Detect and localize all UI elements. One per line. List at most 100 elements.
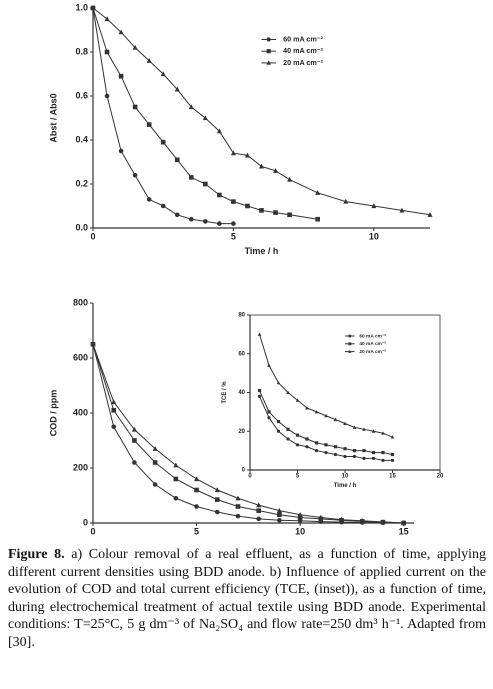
series-line: [92, 344, 404, 524]
marker: [203, 181, 208, 187]
marker: [362, 427, 366, 431]
marker: [214, 487, 220, 493]
marker: [235, 513, 241, 519]
series-line: [92, 7, 431, 216]
marker: [231, 199, 236, 204]
marker: [427, 212, 433, 217]
marker: [188, 216, 194, 222]
y-tick-label: 0.2: [75, 178, 88, 188]
x-tick-label: 10: [295, 526, 305, 536]
x-axis-label: Time / h: [245, 246, 279, 256]
legend-label: 40 mA cm⁻²: [359, 341, 386, 347]
marker: [258, 163, 265, 169]
marker: [352, 449, 357, 453]
y-tick-label: 0.6: [75, 90, 88, 100]
marker: [90, 5, 96, 11]
marker: [273, 168, 279, 173]
marker: [152, 460, 158, 465]
marker: [132, 104, 138, 110]
marker: [104, 93, 110, 99]
marker: [194, 476, 200, 482]
series-line: [259, 396, 393, 461]
marker: [314, 441, 319, 445]
caption-text: a) Colour removal of a real effluent, as…: [8, 547, 487, 650]
marker: [371, 456, 376, 460]
marker: [259, 208, 264, 213]
marker: [245, 203, 250, 209]
marker: [118, 148, 124, 154]
marker: [118, 29, 124, 35]
marker: [118, 73, 124, 79]
marker: [324, 450, 328, 455]
marker: [380, 519, 386, 524]
x-tick-label: 0: [90, 526, 95, 536]
marker: [295, 443, 300, 447]
marker: [152, 482, 158, 487]
marker: [333, 445, 338, 449]
marker: [305, 437, 309, 441]
marker: [277, 512, 282, 518]
marker: [295, 398, 300, 402]
marker: [338, 516, 345, 522]
marker: [235, 504, 241, 509]
marker: [257, 332, 262, 336]
marker: [286, 427, 290, 431]
marker: [146, 58, 152, 63]
marker: [381, 458, 385, 462]
marker: [235, 495, 241, 501]
marker: [352, 454, 357, 459]
marker: [174, 86, 180, 92]
marker: [152, 445, 158, 451]
marker: [173, 462, 179, 468]
marker: [297, 515, 303, 520]
marker: [314, 449, 319, 453]
marker: [230, 150, 236, 156]
y-tick-label: 0: [242, 468, 246, 474]
marker: [276, 507, 282, 513]
marker: [256, 508, 261, 513]
marker: [390, 452, 395, 457]
marker: [276, 419, 281, 424]
marker: [111, 399, 117, 405]
figure: 0 5 10 0.0 0.2 0.4 0.6 0.8 1.0 Time / h Abst / Abs…: [49, 2, 444, 536]
marker: [390, 458, 395, 462]
marker: [131, 426, 137, 432]
marker: [318, 514, 324, 520]
marker: [314, 409, 319, 414]
marker: [267, 416, 271, 420]
legend-marker: [266, 60, 271, 65]
marker: [111, 424, 117, 430]
marker: [214, 497, 220, 502]
y-tick-label: 200: [73, 462, 88, 472]
marker: [333, 452, 338, 457]
marker: [267, 410, 271, 414]
marker: [160, 203, 166, 209]
marker: [343, 447, 347, 451]
x-tick-label: 10: [342, 474, 349, 480]
marker: [132, 44, 138, 50]
marker: [173, 495, 179, 501]
y-tick-label: 80: [238, 313, 245, 319]
marker: [111, 407, 117, 413]
marker: [315, 216, 320, 222]
caption: Figure 8. a) Colour removal of a real ef…: [8, 546, 486, 651]
marker: [90, 341, 96, 347]
y-axis-label: TCE / %: [222, 381, 228, 404]
marker: [132, 172, 138, 178]
legend-label: 60 mA cm⁻²: [283, 34, 323, 43]
marker: [256, 502, 262, 508]
marker: [287, 176, 293, 182]
caption-label: Figure 8.: [8, 547, 65, 562]
legend-label: 20 mA cm⁻²: [359, 349, 386, 355]
marker: [401, 520, 407, 526]
marker: [381, 431, 385, 435]
y-tick-label: 1.0: [75, 2, 88, 12]
marker: [203, 219, 208, 224]
y-tick-label: 0.4: [75, 134, 88, 144]
marker: [352, 425, 357, 429]
legend-marker: [348, 342, 352, 346]
marker: [390, 435, 395, 439]
x-tick-label: 15: [389, 474, 396, 480]
marker: [174, 212, 180, 218]
marker: [362, 449, 366, 453]
